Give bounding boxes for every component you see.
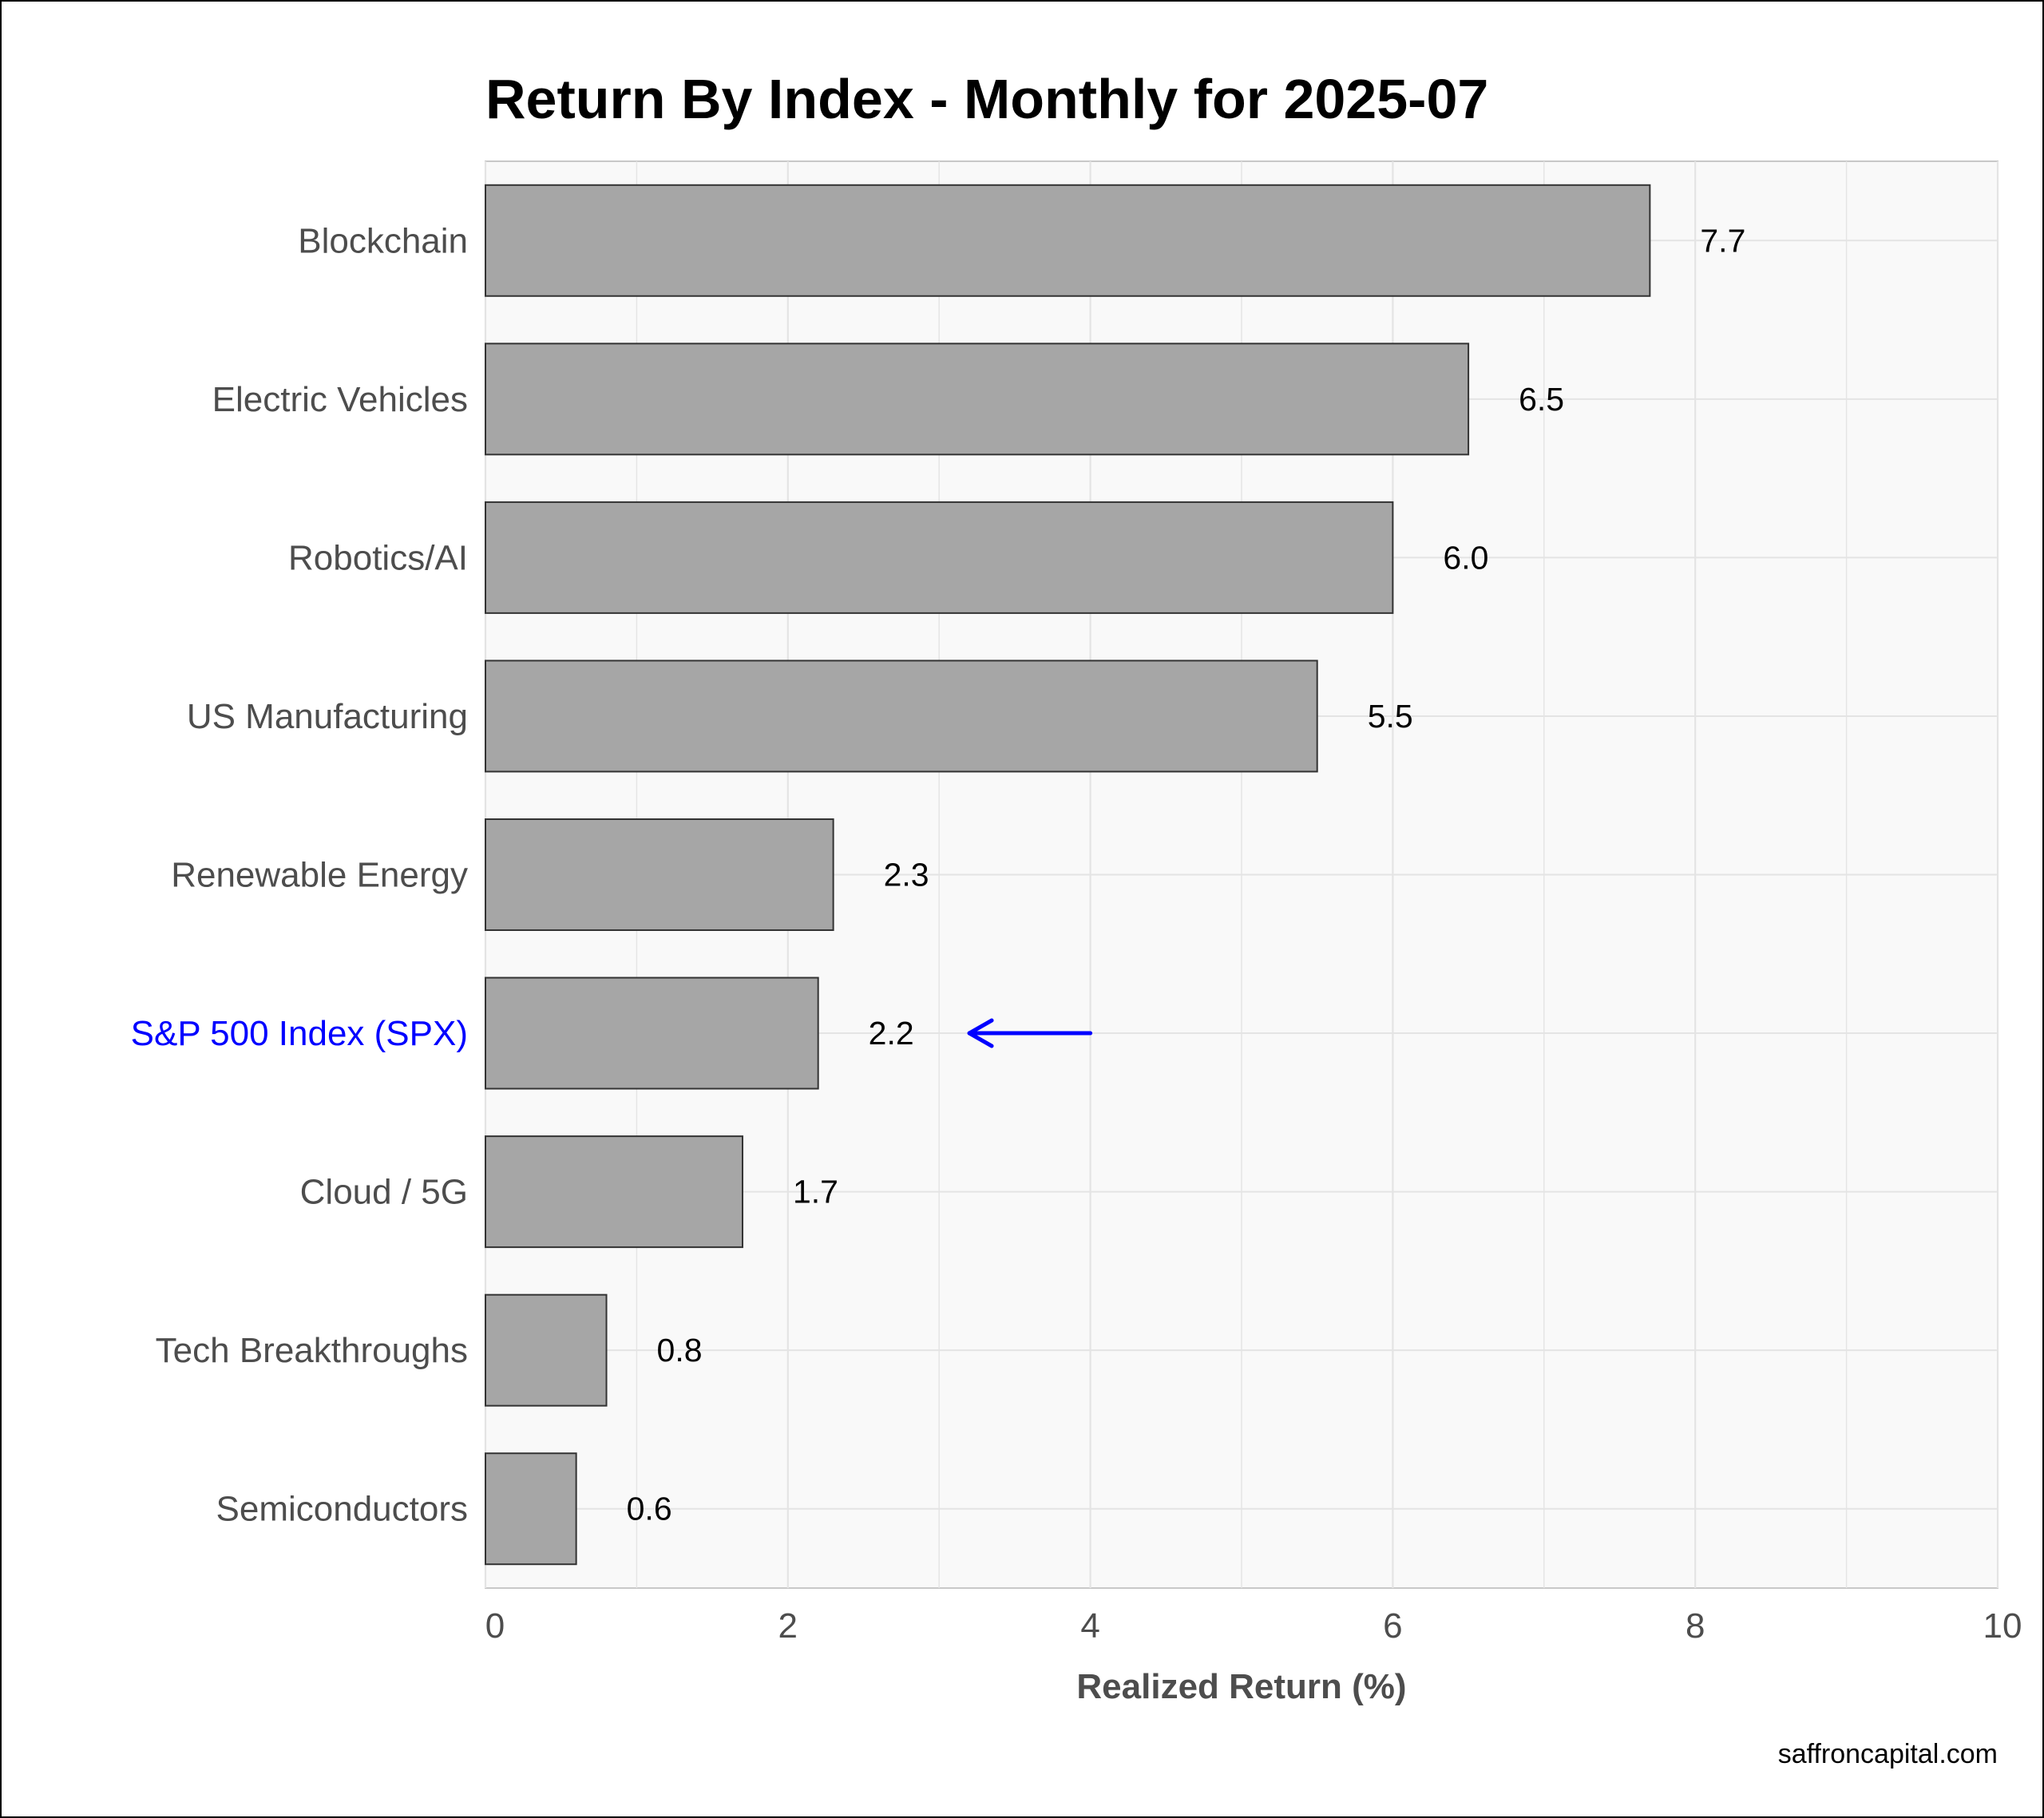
category-label: Cloud / 5G: [300, 1173, 468, 1212]
category-label: Blockchain: [298, 221, 468, 260]
bar-value-label: 2.2: [869, 1015, 914, 1052]
x-tick-label: 6: [1383, 1606, 1402, 1646]
bar-value-label: 2.3: [884, 857, 929, 893]
chart-title: Return By Index - Monthly for 2025-07: [485, 68, 1488, 130]
arrow-head: [967, 1018, 994, 1048]
bar: [485, 818, 834, 931]
category-label: S&P 500 Index (SPX): [131, 1014, 468, 1053]
bar: [485, 343, 1470, 456]
bar-value-label: 7.7: [1700, 222, 1745, 259]
category-label: Electric Vehicles: [212, 380, 468, 419]
bar-value-label: 0.6: [627, 1491, 672, 1527]
bar: [485, 501, 1394, 614]
category-label: US Manufacturing: [187, 697, 468, 736]
bar: [485, 659, 1318, 773]
x-tick-label: 2: [778, 1606, 798, 1646]
bar: [485, 1293, 608, 1407]
bar-value-label: 1.7: [793, 1174, 838, 1210]
x-tick-label: 4: [1080, 1606, 1099, 1646]
highlight-arrow: [967, 1018, 1093, 1048]
category-label: Renewable Energy: [171, 856, 468, 895]
value-labels: 7.7 6.5 6.0 5.5 2.3 2.2 1.7 0.8 0.6: [627, 222, 1746, 1527]
bar-value-label: 6.5: [1519, 381, 1564, 418]
x-tick-label: 0: [485, 1606, 505, 1646]
bar-value-label: 5.5: [1368, 698, 1413, 735]
x-tick-labels: 0 2 4 6 8 10: [485, 1606, 2022, 1646]
bar: [485, 976, 819, 1090]
x-tick-label: 8: [1686, 1606, 1705, 1646]
category-label: Semiconductors: [216, 1490, 468, 1529]
bar-value-label: 0.8: [657, 1332, 703, 1368]
category-labels: Blockchain Electric Vehicles Robotics/AI US…: [131, 221, 468, 1528]
source-caption: saffroncapital.com: [1778, 1739, 1998, 1769]
category-label: Robotics/AI: [288, 538, 468, 577]
category-label: Tech Breakthroughs: [156, 1331, 468, 1370]
bars: [485, 184, 1651, 1566]
bar: [485, 184, 1651, 297]
x-tick-label: 10: [1983, 1606, 2022, 1646]
x-axis-title: Realized Return (%): [1076, 1667, 1406, 1706]
bar: [485, 1452, 577, 1566]
bar: [485, 1135, 743, 1249]
bar-value-label: 6.0: [1443, 539, 1488, 576]
